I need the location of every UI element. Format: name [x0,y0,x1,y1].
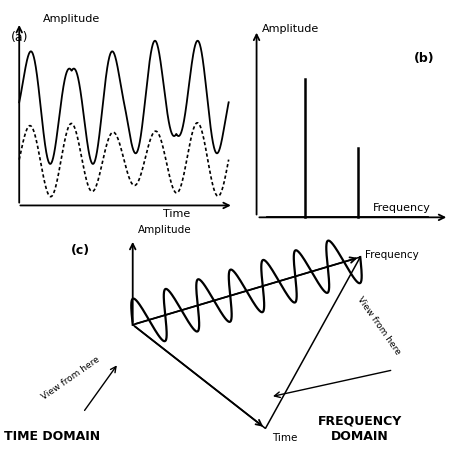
Text: (a): (a) [11,31,28,44]
Text: (c): (c) [71,244,90,257]
Text: Frequency: Frequency [365,250,419,260]
Text: Time: Time [163,209,190,219]
Text: Amplitude: Amplitude [43,14,100,23]
Text: Frequency: Frequency [373,202,430,213]
Text: (b): (b) [414,52,435,64]
Text: FREQUENCY
DOMAIN: FREQUENCY DOMAIN [318,415,402,443]
Text: View from here: View from here [40,354,102,401]
Text: Amplitude: Amplitude [262,24,319,34]
Text: TIME DOMAIN: TIME DOMAIN [4,430,100,443]
Text: View from here: View from here [356,295,402,356]
Text: Time: Time [273,433,298,443]
Text: Amplitude: Amplitude [137,225,191,235]
